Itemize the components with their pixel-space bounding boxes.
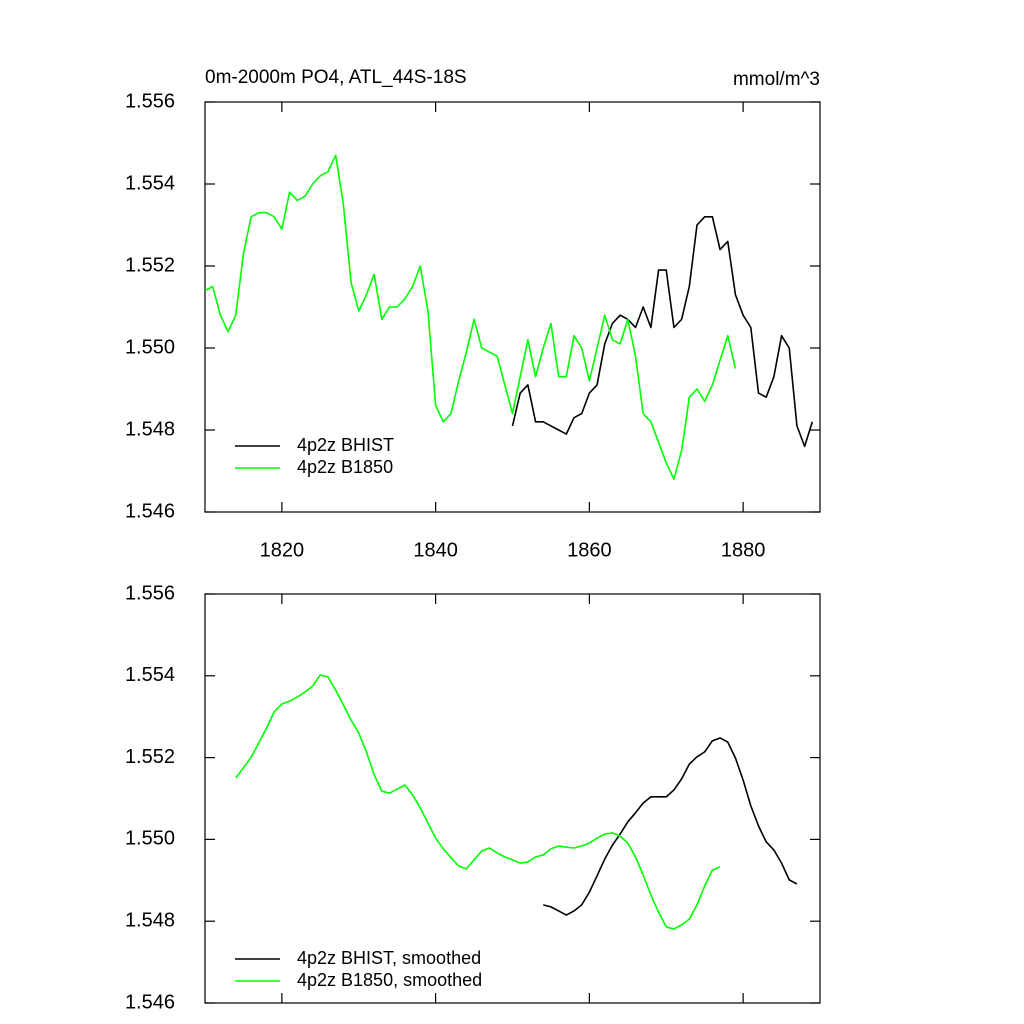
y-tick-label: 1.548 bbox=[125, 418, 175, 440]
y-tick-label: 1.554 bbox=[125, 664, 175, 686]
plot-frame bbox=[204, 593, 821, 1004]
data-line bbox=[543, 737, 798, 916]
chart-title: 0m-2000m PO4, ATL_44S-18S bbox=[205, 67, 467, 88]
x-tick-label: 1880 bbox=[721, 539, 766, 561]
data-line bbox=[204, 154, 737, 480]
y-tick-label: 1.550 bbox=[125, 828, 175, 850]
y-tick-label: 1.550 bbox=[125, 336, 175, 358]
legend-label: 4p2z BHIST, smoothed bbox=[297, 948, 481, 968]
y-tick-label: 1.554 bbox=[125, 172, 175, 194]
legend-label: 4p2z B1850 bbox=[297, 457, 393, 477]
y-tick-label: 1.548 bbox=[125, 909, 175, 931]
x-tick-label: 1860 bbox=[567, 539, 612, 561]
x-tick-label: 1820 bbox=[260, 539, 305, 561]
units-label: mmol/m^3 bbox=[733, 69, 820, 90]
plot-frame bbox=[204, 101, 821, 513]
y-tick-label: 1.556 bbox=[125, 90, 175, 112]
y-tick-label: 1.546 bbox=[125, 500, 175, 522]
y-tick-label: 1.552 bbox=[125, 746, 175, 768]
legend-label: 4p2z B1850, smoothed bbox=[297, 970, 482, 990]
y-tick-label: 1.556 bbox=[125, 582, 175, 604]
data-line bbox=[511, 216, 814, 448]
y-tick-label: 1.546 bbox=[125, 991, 175, 1013]
legend-label: 4p2z BHIST bbox=[297, 435, 394, 455]
y-tick-label: 1.552 bbox=[125, 254, 175, 276]
x-tick-label: 1840 bbox=[413, 539, 458, 561]
data-line bbox=[235, 674, 721, 930]
